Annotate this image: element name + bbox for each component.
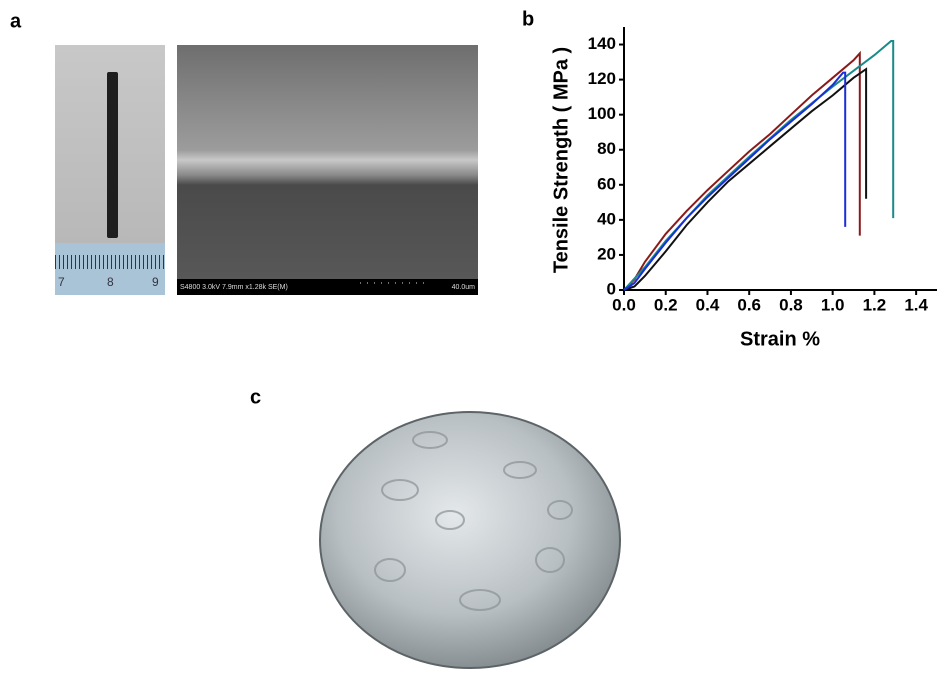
y-tick-label: 140: [588, 34, 616, 53]
photo-sample: 7 8 9: [55, 45, 165, 295]
line-series: [623, 71, 847, 291]
y-tick-label: 120: [588, 69, 616, 88]
panel-label: b: [522, 8, 534, 30]
disc-photo: [319, 411, 621, 669]
sem-image: S4800 3.0kV 7.9mm x1.28k SE(M) 40.0um: [177, 45, 478, 295]
ruler-label: 7: [58, 275, 65, 289]
sem-info: S4800 3.0kV 7.9mm x1.28k SE(M): [180, 284, 288, 291]
y-axis-label: Tensile Strength ( MPa ): [550, 47, 572, 273]
x-tick-label: 0.8: [779, 295, 803, 314]
line-series: [623, 50, 861, 291]
ruler-label: 9: [152, 275, 159, 289]
x-tick-label: 1.4: [904, 295, 928, 314]
y-tick-label: 40: [597, 209, 616, 228]
panel-label: a: [10, 10, 22, 32]
x-axis-label: Strain %: [740, 328, 820, 350]
y-tick-label: 0: [607, 279, 616, 298]
x-tick-label: 0.2: [654, 295, 678, 314]
x-tick-label: 0.4: [696, 295, 720, 314]
line-series: [623, 67, 868, 291]
scale-bar: 40.0um: [452, 284, 476, 291]
y-tick-label: 100: [588, 104, 616, 123]
x-tick-label: 0.6: [737, 295, 761, 314]
x-tick-label: 0.0: [612, 295, 636, 314]
panel-label: c: [250, 386, 261, 408]
y-tick-label: 80: [597, 139, 616, 158]
ruler-label: 8: [107, 275, 114, 289]
x-tick-label: 1.0: [821, 295, 845, 314]
x-tick-label: 1.2: [863, 295, 887, 314]
y-tick-label: 20: [597, 244, 616, 263]
y-tick-label: 60: [597, 174, 616, 193]
